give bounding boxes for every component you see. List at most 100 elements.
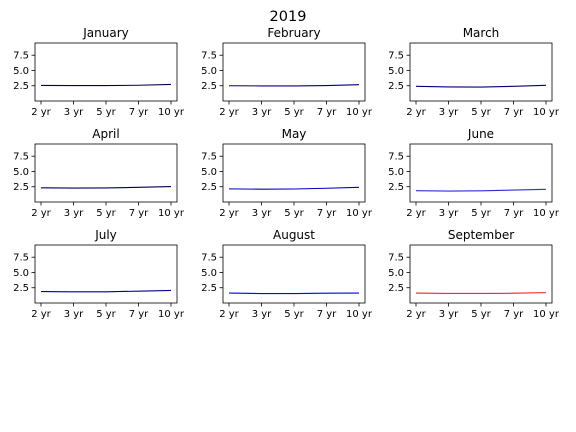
x-tick-label: 2 yr <box>31 208 51 219</box>
x-tick-label: 7 yr <box>129 107 149 118</box>
y-tick-label: 2.5 <box>13 81 29 92</box>
y-tick-label: 7.5 <box>388 51 404 62</box>
x-tick-label: 3 yr <box>252 309 272 320</box>
x-tick-label: 5 yr <box>471 208 491 219</box>
x-tick-label: 2 yr <box>31 107 51 118</box>
subplot-title: February <box>267 26 320 40</box>
subplot-title: May <box>282 127 307 141</box>
y-tick-label: 5.0 <box>201 66 217 77</box>
x-tick-label: 3 yr <box>439 107 459 118</box>
y-tick-label: 2.5 <box>388 81 404 92</box>
series-line <box>415 188 547 192</box>
x-tick-label: 5 yr <box>96 107 116 118</box>
subplot-february: February 2.5 5.0 7.5 2 yr 3 yr 5 yr 7 yr 10 yr <box>201 26 373 118</box>
series-line <box>40 186 172 189</box>
y-tick-label: 5.0 <box>201 167 217 178</box>
x-tick-label: 5 yr <box>96 208 116 219</box>
subplot-march: March 2.5 5.0 7.5 2 yr 3 yr 5 yr 7 yr 10 yr <box>388 26 560 118</box>
x-tick-label: 3 yr <box>439 309 459 320</box>
x-tick-label: 3 yr <box>439 208 459 219</box>
y-tick-label: 2.5 <box>388 182 404 193</box>
x-tick-label: 7 yr <box>129 208 149 219</box>
x-tick-label: 3 yr <box>64 309 84 320</box>
x-tick-label: 10 yr <box>346 208 373 219</box>
x-tick-label: 10 yr <box>533 107 560 118</box>
subplot-title: July <box>94 228 117 242</box>
series-line <box>40 289 172 293</box>
subplot-title: June <box>467 127 494 141</box>
x-tick-label: 5 yr <box>96 309 116 320</box>
x-tick-label: 10 yr <box>346 309 373 320</box>
series-line <box>40 83 172 87</box>
y-tick-label: 7.5 <box>201 152 217 163</box>
x-tick-label: 10 yr <box>533 208 560 219</box>
x-tick-label: 7 yr <box>317 208 337 219</box>
y-tick-label: 5.0 <box>13 268 29 279</box>
x-tick-label: 2 yr <box>219 309 239 320</box>
y-tick-label: 5.0 <box>201 268 217 279</box>
series-line <box>415 292 547 295</box>
x-tick-label: 7 yr <box>504 208 524 219</box>
x-tick-label: 2 yr <box>219 208 239 219</box>
y-tick-label: 7.5 <box>388 152 404 163</box>
series-line <box>228 186 360 190</box>
subplot-june: June 2.5 5.0 7.5 2 yr 3 yr 5 yr 7 yr 10 yr <box>388 127 560 219</box>
x-tick-label: 10 yr <box>158 309 185 320</box>
subplot-title: January <box>82 26 129 40</box>
y-tick-label: 2.5 <box>388 283 404 294</box>
x-tick-label: 5 yr <box>284 208 304 219</box>
subplot-september: September 2.5 5.0 7.5 2 yr 3 yr 5 yr 7 yr 10 yr <box>388 228 560 320</box>
subplot-may: May 2.5 5.0 7.5 2 yr 3 yr 5 yr 7 yr 10 yr <box>201 127 373 219</box>
subplot-title: August <box>273 228 315 242</box>
x-tick-label: 10 yr <box>533 309 560 320</box>
series-line <box>415 84 547 88</box>
x-tick-label: 2 yr <box>406 107 426 118</box>
subplot-title: April <box>92 127 119 141</box>
y-tick-label: 2.5 <box>13 283 29 294</box>
x-tick-label: 7 yr <box>317 107 337 118</box>
y-tick-label: 2.5 <box>201 81 217 92</box>
y-tick-label: 2.5 <box>201 182 217 193</box>
y-tick-label: 5.0 <box>13 66 29 77</box>
x-tick-label: 10 yr <box>158 107 185 118</box>
y-tick-label: 5.0 <box>388 66 404 77</box>
x-tick-label: 5 yr <box>284 309 304 320</box>
x-tick-label: 3 yr <box>64 208 84 219</box>
y-tick-label: 5.0 <box>13 167 29 178</box>
x-tick-label: 7 yr <box>317 309 337 320</box>
y-tick-label: 7.5 <box>201 51 217 62</box>
subplot-title: March <box>463 26 500 40</box>
x-tick-label: 7 yr <box>504 107 524 118</box>
y-tick-label: 7.5 <box>13 51 29 62</box>
x-tick-label: 10 yr <box>158 208 185 219</box>
x-tick-label: 3 yr <box>64 107 84 118</box>
x-tick-label: 2 yr <box>31 309 51 320</box>
subplot-august: August 2.5 5.0 7.5 2 yr 3 yr 5 yr 7 yr 10 yr <box>201 228 373 320</box>
x-tick-label: 5 yr <box>284 107 304 118</box>
y-tick-label: 7.5 <box>201 253 217 264</box>
x-tick-label: 3 yr <box>252 208 272 219</box>
y-tick-label: 2.5 <box>201 283 217 294</box>
x-tick-label: 2 yr <box>406 208 426 219</box>
x-tick-label: 3 yr <box>252 107 272 118</box>
subplot-april: April 2.5 5.0 7.5 2 yr 3 yr 5 yr 7 yr 10 yr <box>13 127 185 219</box>
y-tick-label: 7.5 <box>13 253 29 264</box>
y-tick-label: 5.0 <box>388 167 404 178</box>
y-tick-label: 5.0 <box>388 268 404 279</box>
x-tick-label: 5 yr <box>471 309 491 320</box>
x-tick-label: 10 yr <box>346 107 373 118</box>
x-tick-label: 7 yr <box>504 309 524 320</box>
y-tick-label: 7.5 <box>13 152 29 163</box>
y-tick-label: 7.5 <box>388 253 404 264</box>
x-tick-label: 7 yr <box>129 309 149 320</box>
x-tick-label: 2 yr <box>219 107 239 118</box>
subplot-july: July 2.5 5.0 7.5 2 yr 3 yr 5 yr 7 yr 10 yr <box>13 228 185 320</box>
subplot-title: September <box>448 228 514 242</box>
x-tick-label: 5 yr <box>471 107 491 118</box>
subplot-january: January 2.5 5.0 7.5 2 yr 3 yr 5 yr 7 yr 10 yr <box>13 26 185 118</box>
series-line <box>228 84 360 87</box>
x-tick-label: 2 yr <box>406 309 426 320</box>
